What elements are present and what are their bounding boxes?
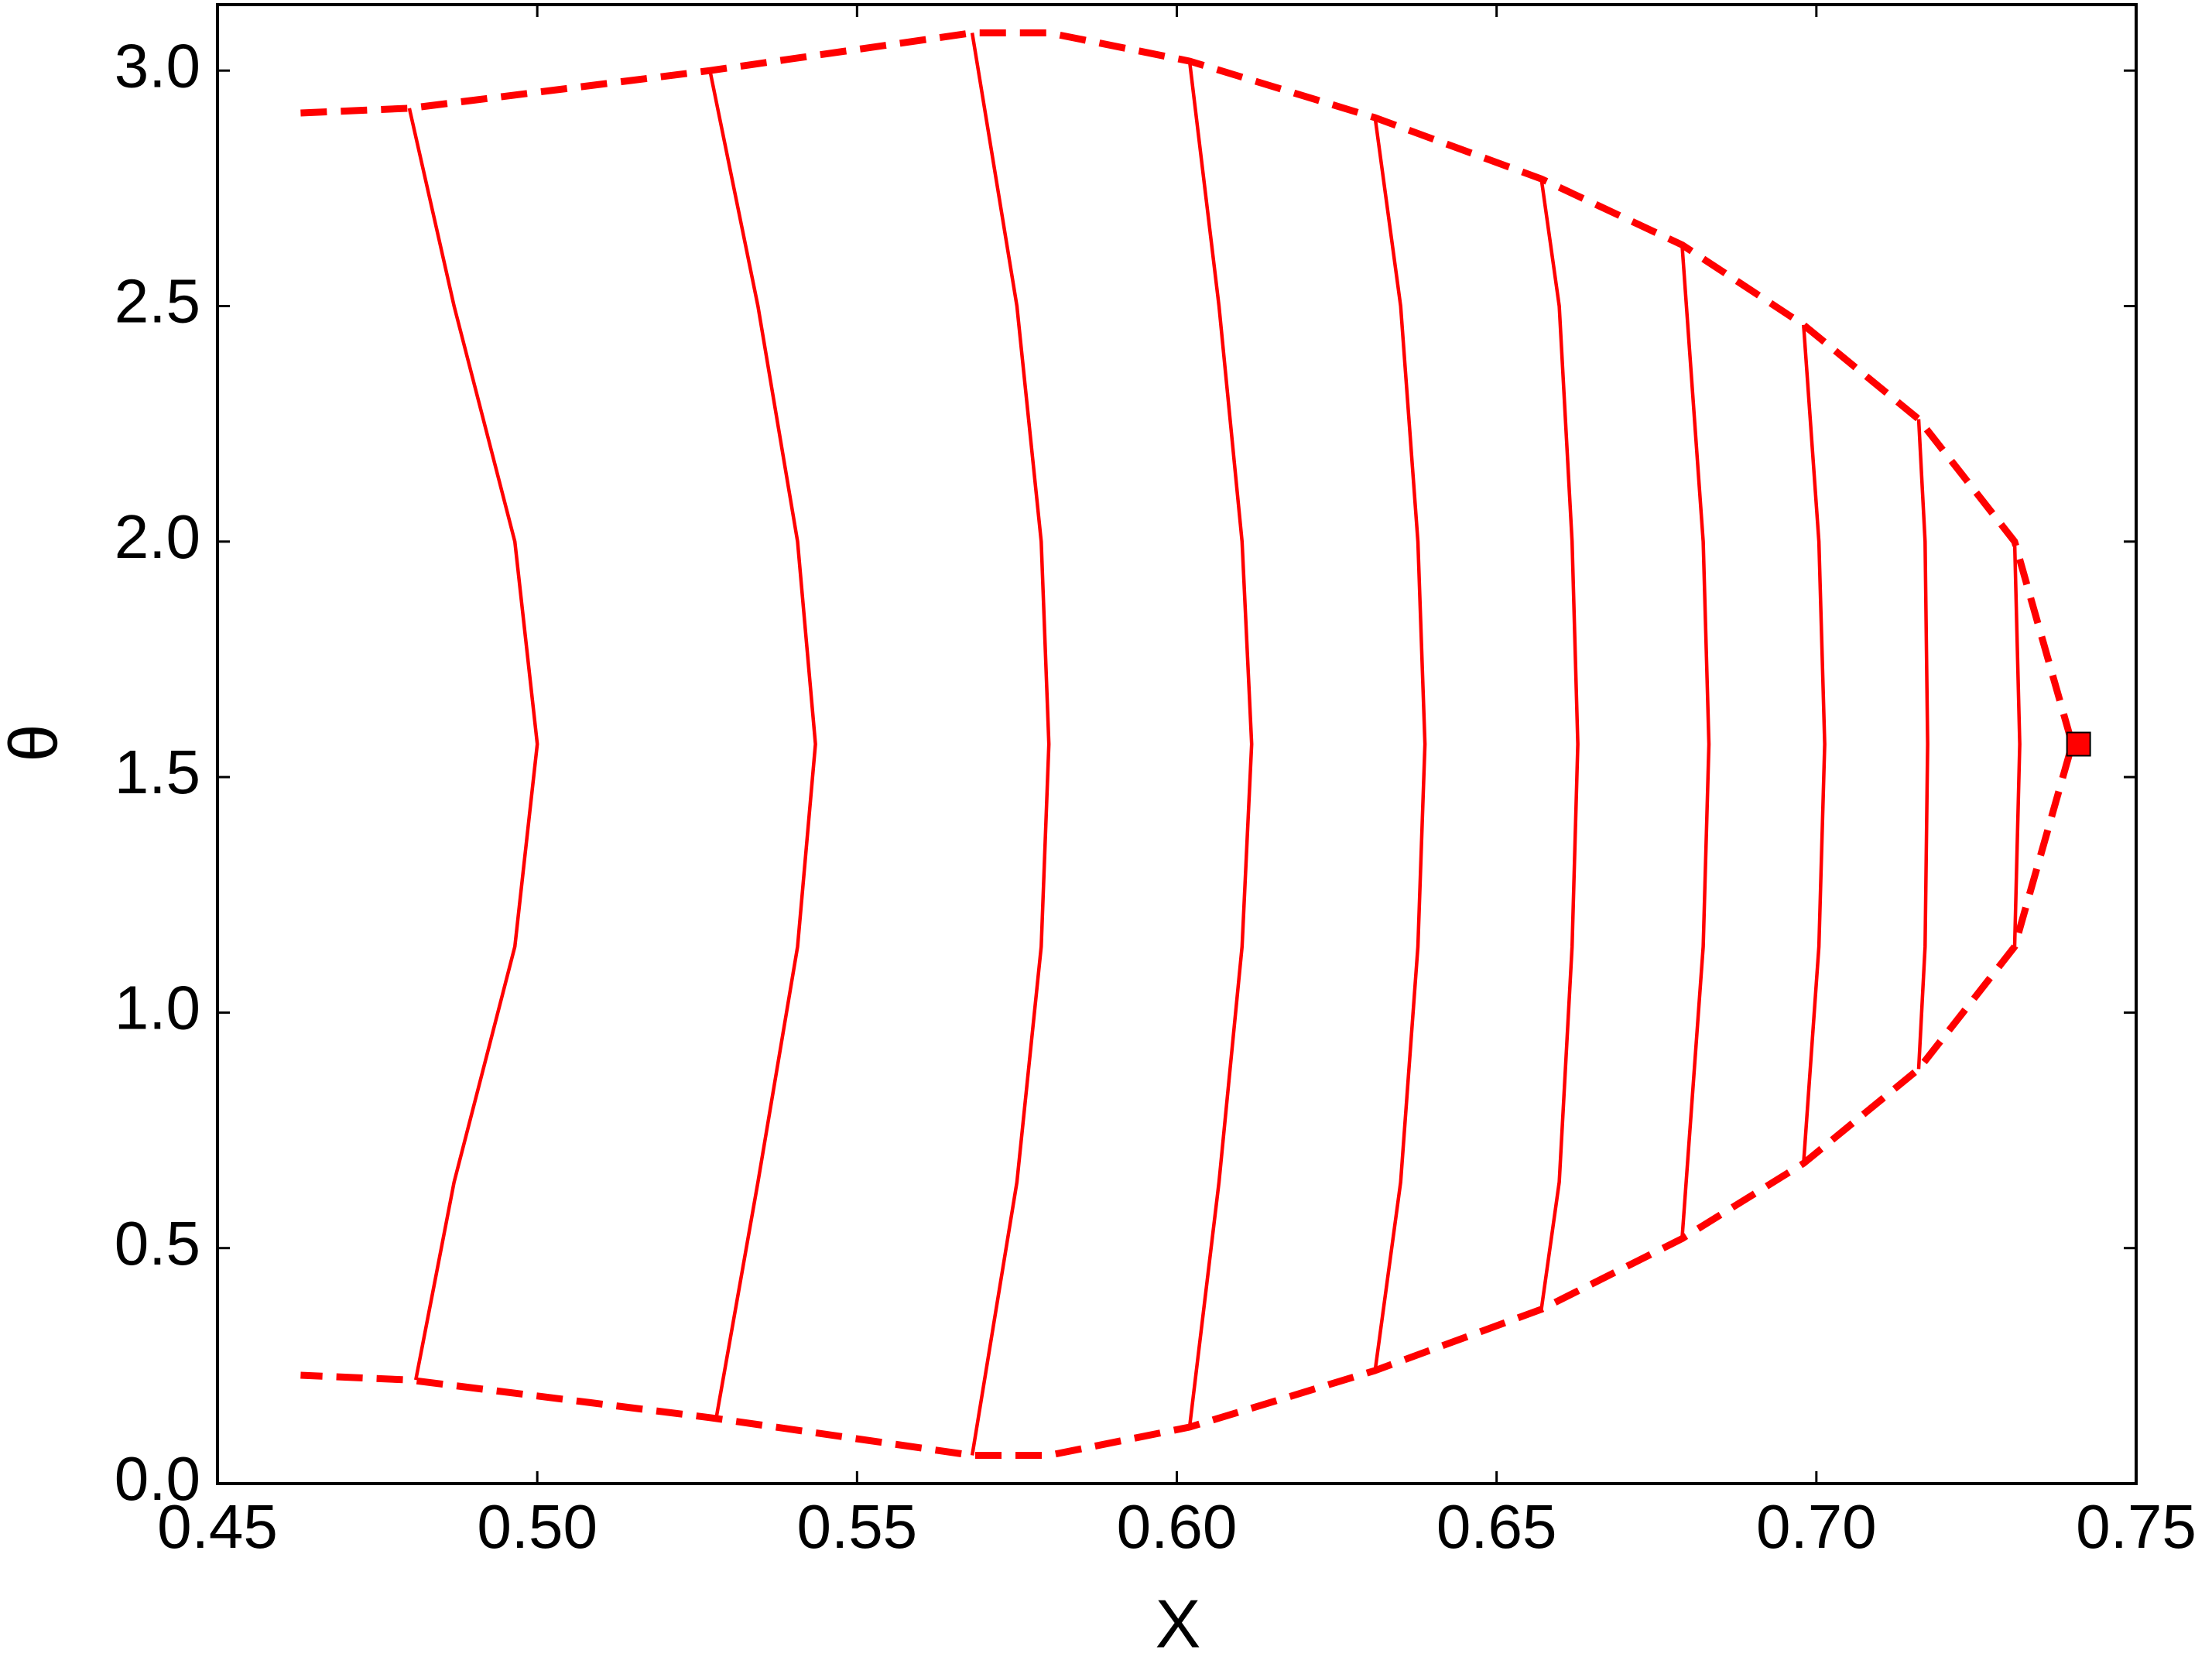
x-axis-label: X: [1156, 1585, 1201, 1662]
plot-frame: [216, 3, 2138, 1485]
boundary-line: [300, 29, 2076, 1459]
contour-line: [1373, 117, 1427, 1371]
y-axis-label: θ: [0, 724, 71, 762]
contour-line: [1187, 60, 1254, 1428]
contour-line: [407, 108, 539, 1381]
contour-line: [1539, 178, 1580, 1310]
data-point: [2066, 731, 2091, 757]
contour-line: [2012, 541, 2022, 947]
x-tick-label: 0.70: [1756, 1492, 1877, 1561]
x-tick-label: 0.75: [2076, 1492, 2197, 1561]
contour-line: [970, 33, 1051, 1456]
y-tick-label: 0.5: [115, 1209, 200, 1278]
y-tick-label: 1.5: [115, 738, 200, 806]
x-tick-label: 0.45: [157, 1492, 278, 1561]
x-tick-label: 0.60: [1117, 1492, 1238, 1561]
x-tick-label: 0.55: [796, 1492, 917, 1561]
contour-line: [1802, 324, 1827, 1164]
y-tick-label: 1.0: [115, 974, 200, 1042]
y-tick-label: 2.5: [115, 267, 200, 336]
contour-line: [708, 70, 817, 1419]
contour-line: [1916, 419, 1930, 1070]
y-tick-label: 3.0: [115, 31, 200, 100]
x-tick-label: 0.65: [1436, 1492, 1557, 1561]
contour-line: [1680, 245, 1711, 1239]
y-tick-label: 0.0: [115, 1444, 200, 1513]
y-tick-label: 2.0: [115, 502, 200, 571]
x-tick-label: 0.50: [477, 1492, 598, 1561]
